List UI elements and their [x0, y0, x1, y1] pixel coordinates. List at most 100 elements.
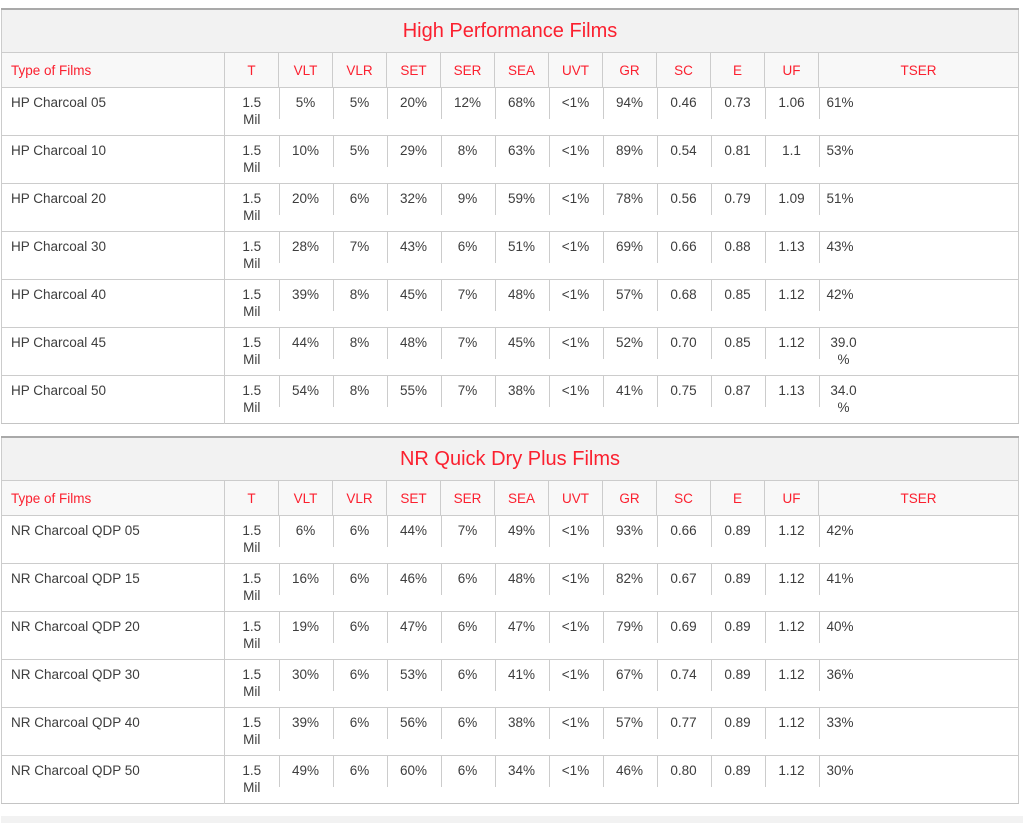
cell-sc: 0.68 — [656, 279, 711, 328]
table-row: HP Charcoal 20 1.5 Mil 20% 6% 32% 9% 59% <1% 78%… — [1, 183, 1019, 232]
cell-set: 60% — [386, 755, 441, 804]
cell-vlt: 28% — [278, 231, 333, 280]
cell-tser: 53% — [818, 135, 1019, 184]
cell-tser: 40% — [818, 611, 1019, 660]
cell-t: 1.5 Mil — [224, 659, 279, 708]
cell-uf: 1.12 — [764, 707, 819, 756]
col-header-tser: TSER — [818, 480, 1019, 516]
cell-gr: 79% — [602, 611, 657, 660]
cell-vlt: 54% — [278, 375, 333, 424]
col-header-set: SET — [386, 52, 441, 88]
cell-sea: 51% — [494, 231, 549, 280]
cell-uvt: <1% — [548, 707, 603, 756]
col-header-e: E — [710, 480, 765, 516]
cell-gr: 57% — [602, 279, 657, 328]
cell-sea: 41% — [494, 659, 549, 708]
cell-tser: 51% — [818, 183, 1019, 232]
cell-t: 1.5 Mil — [224, 707, 279, 756]
cell-sc: 0.54 — [656, 135, 711, 184]
tser-value: 30% — [826, 763, 854, 778]
cell-vlt: 16% — [278, 563, 333, 612]
cell-name: NR Charcoal QDP 50 — [1, 755, 225, 804]
col-header-sea: SEA — [494, 480, 549, 516]
tser-value: 42% — [826, 523, 854, 538]
tser-value: 34.0 % — [830, 383, 857, 415]
cell-e: 0.89 — [710, 515, 765, 564]
cell-sc: 0.69 — [656, 611, 711, 660]
cell-set: 44% — [386, 515, 441, 564]
cell-set: 32% — [386, 183, 441, 232]
col-header-set: SET — [386, 480, 441, 516]
table-header: NR Quick Dry Plus Films Type of Films T VL… — [1, 437, 1019, 516]
thickness-value: 1.5 Mil — [242, 523, 262, 555]
cell-gr: 67% — [602, 659, 657, 708]
cell-e: 0.73 — [710, 87, 765, 136]
cell-ser: 6% — [440, 563, 495, 612]
cell-uf: 1.12 — [764, 279, 819, 328]
cell-e: 0.89 — [710, 563, 765, 612]
cell-uvt: <1% — [548, 231, 603, 280]
cell-set: 56% — [386, 707, 441, 756]
cell-sc: 0.56 — [656, 183, 711, 232]
cell-name: NR Charcoal QDP 30 — [1, 659, 225, 708]
column-header-row: Type of Films T VLT VLR SET SER SEA UVT GR SC E UF T… — [1, 480, 1019, 516]
cell-tser: 61% — [818, 87, 1019, 136]
cell-name: HP Charcoal 10 — [1, 135, 225, 184]
cell-vlr: 6% — [332, 563, 387, 612]
cell-uvt: <1% — [548, 755, 603, 804]
cell-vlr: 6% — [332, 515, 387, 564]
col-header-uvt: UVT — [548, 480, 603, 516]
cell-set: 20% — [386, 87, 441, 136]
thickness-value: 1.5 Mil — [242, 191, 262, 223]
cell-vlt: 49% — [278, 755, 333, 804]
table-row: NR Charcoal QDP 40 1.5 Mil 39% 6% 56% 6% 38% <1… — [1, 707, 1019, 756]
cell-t: 1.5 Mil — [224, 327, 279, 376]
cell-vlt: 19% — [278, 611, 333, 660]
cell-tser: 33% — [818, 707, 1019, 756]
cell-vlt: 39% — [278, 707, 333, 756]
cell-uf: 1.12 — [764, 755, 819, 804]
cell-sc: 0.70 — [656, 327, 711, 376]
table-title-row: High Performance Films — [1, 9, 1019, 53]
col-header-t: T — [224, 52, 279, 88]
cell-e: 0.89 — [710, 755, 765, 804]
thickness-value: 1.5 Mil — [242, 95, 262, 127]
cell-e: 0.85 — [710, 327, 765, 376]
cell-vlr: 5% — [332, 135, 387, 184]
tser-value: 39.0 % — [830, 335, 857, 367]
table-title: High Performance Films — [1, 9, 1019, 53]
cell-e: 0.87 — [710, 375, 765, 424]
cell-tser: 41% — [818, 563, 1019, 612]
cell-uf: 1.09 — [764, 183, 819, 232]
tser-value: 51% — [826, 191, 854, 206]
col-header-sc: SC — [656, 480, 711, 516]
table-body: HP Charcoal 05 1.5 Mil 5% 5% 20% 12% 68% <1% 94%… — [1, 87, 1019, 424]
cell-sea: 63% — [494, 135, 549, 184]
cell-uf: 1.12 — [764, 515, 819, 564]
cell-name: NR Charcoal QDP 20 — [1, 611, 225, 660]
thickness-value: 1.5 Mil — [242, 239, 262, 271]
tser-value: 43% — [826, 239, 854, 254]
cell-ser: 6% — [440, 659, 495, 708]
thickness-value: 1.5 Mil — [242, 619, 262, 651]
cell-gr: 93% — [602, 515, 657, 564]
cell-uvt: <1% — [548, 87, 603, 136]
cell-gr: 57% — [602, 707, 657, 756]
cell-set: 48% — [386, 327, 441, 376]
cell-sc: 0.74 — [656, 659, 711, 708]
cell-ser: 6% — [440, 707, 495, 756]
cell-sc: 0.66 — [656, 231, 711, 280]
table-row: HP Charcoal 45 1.5 Mil 44% 8% 48% 7% 45% <1% 52%… — [1, 327, 1019, 376]
cell-e: 0.89 — [710, 659, 765, 708]
cell-gr: 69% — [602, 231, 657, 280]
tser-value: 61% — [826, 95, 854, 110]
cell-uvt: <1% — [548, 611, 603, 660]
cell-ser: 12% — [440, 87, 495, 136]
cell-uvt: <1% — [548, 659, 603, 708]
cell-uvt: <1% — [548, 563, 603, 612]
col-header-vlr: VLR — [332, 52, 387, 88]
col-header-tser: TSER — [818, 52, 1019, 88]
col-header-ser: SER — [440, 52, 495, 88]
cell-e: 0.79 — [710, 183, 765, 232]
col-header-sea: SEA — [494, 52, 549, 88]
